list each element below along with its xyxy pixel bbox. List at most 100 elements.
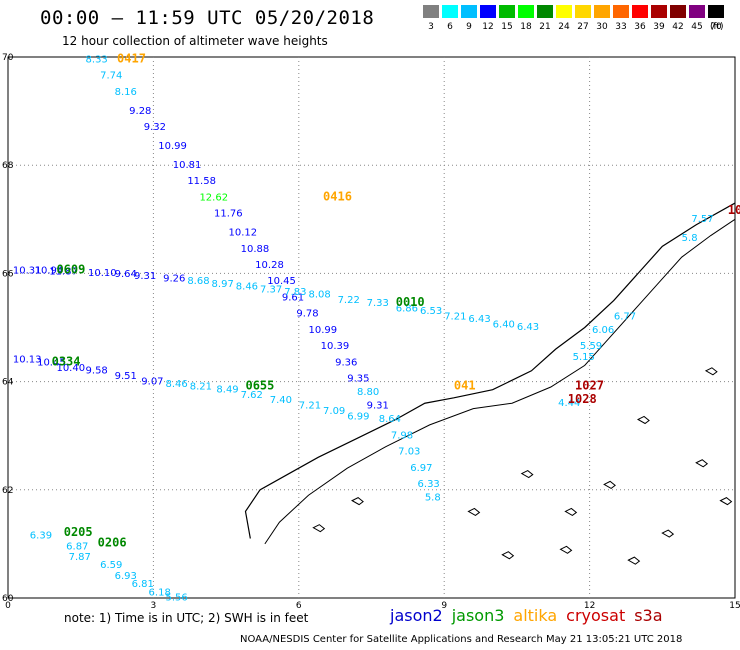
wave-height-label: 9.28 [129,106,151,117]
mission-legend-item: s3a [634,606,663,625]
wave-height-label: 8.68 [187,276,209,287]
wave-height-label: 8.46 [166,379,188,390]
scale-swatch [575,5,592,18]
mission-legend: jason2 jason3 altika cryosat s3a [390,606,672,625]
x-tick-label: 15 [729,601,740,611]
scale-tick-label: 18 [520,22,532,32]
coast-fragment [695,459,709,468]
scale-swatch [518,5,535,18]
coast-fragment [637,415,650,425]
wave-height-label: 10.39 [321,341,350,352]
wave-height-label: 6.43 [517,322,539,333]
scale-swatch [613,5,630,18]
wave-height-label: 7.21 [299,401,321,412]
scale-tick-label: 6 [447,22,453,32]
scale-tick-label: 12 [482,22,494,32]
x-tick-label: 0 [5,601,11,611]
pass-id-label: 041 [454,379,476,393]
scale-tick-label: 21 [539,22,551,32]
coast-fragment [719,497,733,506]
wave-height-label: 11.76 [214,209,243,220]
wave-height-label: 6.39 [30,530,52,541]
wave-height-label: 6.59 [100,560,122,571]
wave-height-label: 5.8 [425,493,441,504]
scale-swatch [461,5,478,18]
wave-height-label: 8.80 [357,387,379,398]
scale-swatch [442,5,459,18]
coast-fragment [603,480,616,489]
wave-height-label: 6.93 [115,571,137,582]
wave-height-label: 10.40 [56,363,85,374]
wave-height-label: 5.8 [682,233,698,244]
wave-height-label: 9.36 [335,357,357,368]
scale-tick-label: 3 [428,22,434,32]
wave-height-label: 5.15 [573,352,595,363]
wave-height-label: 9.51 [115,371,137,382]
wave-height-label: 6.77 [614,311,636,322]
coast-fragment [559,545,573,554]
wave-height-label: 6.87 [66,541,88,552]
scale-swatch [594,5,611,18]
wave-height-label: 10.45 [37,357,66,368]
x-tick-label: 6 [296,601,302,611]
wave-height-label: 6.86 [396,303,418,314]
wave-height-label: 10.81 [173,160,202,171]
scale-tick-label: 9 [466,22,472,32]
wave-height-label: 9.35 [347,374,369,385]
scale-unit: (ft) [710,22,724,32]
coast-fragment [564,507,578,517]
wave-height-label: 7.03 [398,447,420,458]
pass-id-label: 1027 [575,379,604,393]
wave-height-label: 9.07 [141,376,163,387]
chart-title: 00:00 – 11:59 UTC 05/20/2018 [40,7,375,29]
scale-tick-label: 30 [596,22,608,32]
wave-height-label: 10.94 [35,265,64,276]
scale-tick-label: 33 [615,22,627,32]
pass-id-label: 1028 [568,392,597,406]
scale-swatch [689,5,706,18]
wave-height-label: 7.21 [444,311,466,322]
wave-height-label: 10.45 [267,276,296,287]
pass-id-label: 0416 [323,189,352,203]
scale-tick-label: 36 [634,22,646,32]
wave-height-label: 9.31 [367,401,389,412]
wave-height-label: 6.99 [347,411,369,422]
coast-fragment [312,524,326,533]
wave-height-label: 7.74 [100,71,122,82]
wave-height-label: 8.33 [86,54,108,65]
y-tick-label: 68 [2,161,14,171]
wave-height-label: 6.53 [420,306,442,317]
wave-height-label: 9.31 [134,271,156,282]
map-frame [7,56,736,599]
wave-height-label: 5.59 [580,341,602,352]
wave-height-label: 12.62 [199,192,228,203]
coast-fragment [627,556,641,565]
pass-id-label: 0205 [64,525,93,539]
pass-id-label: 0206 [98,536,127,550]
coast-fragment [520,469,534,479]
wave-height-label: 6.97 [410,463,432,474]
wave-height-label: 8.16 [115,87,137,98]
wave-height-label: 10.88 [241,244,270,255]
wave-height-label: 7.62 [241,390,263,401]
scale-tick-label: 15 [501,22,513,32]
wave-height-label: 7.57 [691,214,713,225]
x-tick-label: 3 [151,601,157,611]
coast-fragment [351,497,364,506]
wave-height-label: 6.33 [418,479,440,490]
wave-height-label: 7.98 [391,430,413,441]
scale-tick-label: 24 [558,22,570,32]
y-tick-label: 60 [2,594,14,604]
coast-fragment [661,529,675,538]
wave-height-label: 5.56 [166,593,188,604]
wave-height-label: 8.64 [379,414,401,425]
scale-swatch [708,5,725,18]
y-tick-label: 66 [2,269,14,279]
scale-swatch [537,5,554,18]
wave-height-label: 10.31 [13,265,42,276]
wave-height-label: 6.81 [132,579,154,590]
wave-height-label: 11.87 [49,266,78,277]
scale-tick-label: 39 [653,22,665,32]
wave-height-label: 6.06 [592,325,614,336]
